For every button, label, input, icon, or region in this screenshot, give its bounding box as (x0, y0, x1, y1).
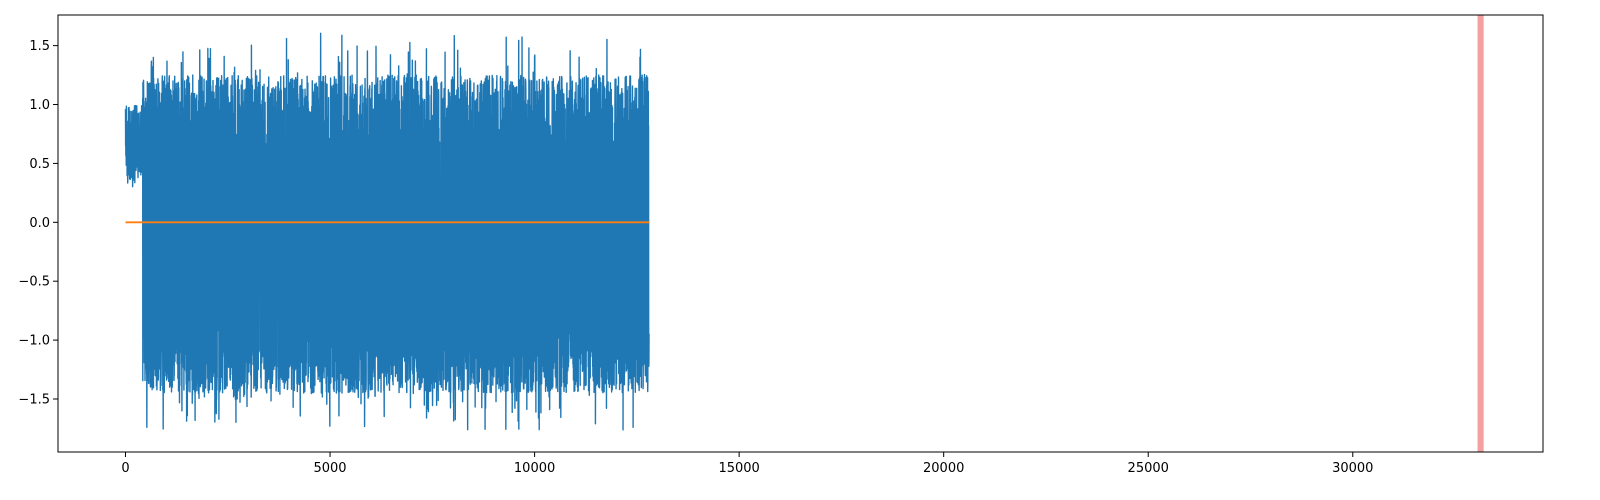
y-tick-label: 0.0 (29, 216, 50, 231)
x-tick-label: 15000 (718, 461, 759, 476)
y-tick-label: 1.5 (29, 39, 50, 54)
x-tick-label: 5000 (313, 461, 346, 476)
x-tick-label: 30000 (1332, 461, 1373, 476)
x-tick-label: 10000 (514, 461, 555, 476)
x-axis: 0 5000 10000 15000 20000 25000 30000 (121, 452, 1373, 476)
y-tick-label: 1.0 (29, 98, 50, 113)
y-tick-label: 0.5 (29, 157, 50, 172)
highlight-span-0 (1477, 15, 1484, 452)
series-line-blue (124, 32, 650, 431)
x-tick-label: 0 (121, 461, 129, 476)
x-tick-label: 25000 (1128, 461, 1169, 476)
y-tick-label: −1.5 (18, 392, 50, 407)
series-layer (124, 32, 650, 431)
plot-frame (57, 14, 1544, 453)
y-tick-label: −1.0 (18, 334, 50, 349)
y-tick-label: −0.5 (18, 275, 50, 290)
x-tick-label: 20000 (923, 461, 964, 476)
highlight-spans (1477, 15, 1484, 452)
y-axis: −1.5 −1.0 −0.5 0.0 0.5 1.0 1.5 (18, 39, 58, 407)
